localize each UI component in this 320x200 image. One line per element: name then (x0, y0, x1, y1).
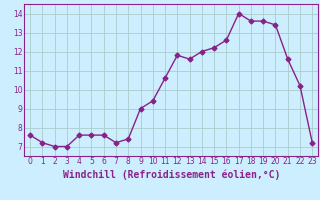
X-axis label: Windchill (Refroidissement éolien,°C): Windchill (Refroidissement éolien,°C) (62, 169, 280, 180)
